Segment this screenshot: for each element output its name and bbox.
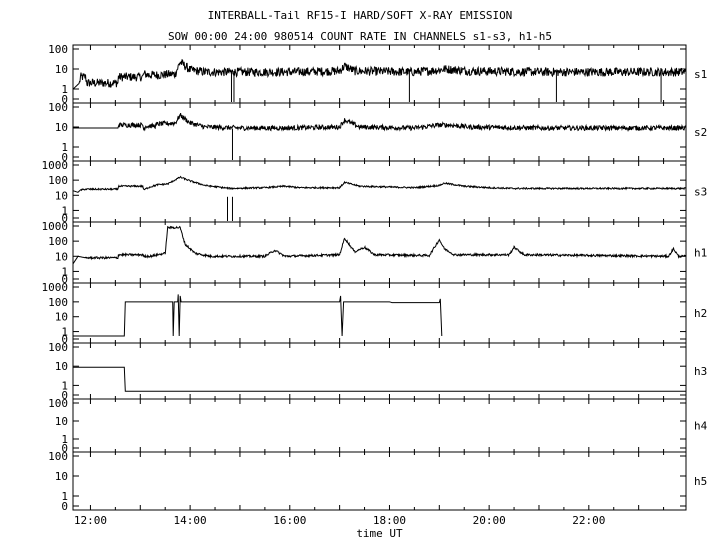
x-tick-label: 20:00 xyxy=(473,514,506,527)
y-tick-label-h1: 1000 xyxy=(42,220,69,233)
channel-label-s3: s3 xyxy=(694,186,707,199)
series-line-h1 xyxy=(72,225,687,265)
y-tick-label-s2: 0 xyxy=(61,151,68,164)
y-tick-label-h2: 1000 xyxy=(42,281,69,294)
y-tick-label-h2: 0 xyxy=(61,333,68,346)
channel-label-s2: s2 xyxy=(694,126,707,139)
y-tick-label-h5: 0 xyxy=(61,500,68,513)
y-tick-label-h5: 1 xyxy=(61,490,68,503)
y-tick-label-h1: 10 xyxy=(55,250,68,263)
y-tick-label-h4: 10 xyxy=(55,415,68,428)
y-tick-label-s1: 100 xyxy=(48,43,68,56)
x-axis-label: time UT xyxy=(356,527,403,540)
panel-frame-h5 xyxy=(72,451,687,511)
y-tick-label-h4: 100 xyxy=(48,397,68,410)
y-tick-label-h2: 100 xyxy=(48,296,68,309)
series-line-s3 xyxy=(72,175,687,193)
channel-label-s1: s1 xyxy=(694,68,707,81)
y-tick-label-h2: 10 xyxy=(55,311,68,324)
panel-frame-h4 xyxy=(72,398,687,453)
channel-label-h4: h4 xyxy=(694,420,708,433)
x-tick-label: 16:00 xyxy=(273,514,306,527)
x-tick-label: 12:00 xyxy=(74,514,107,527)
y-tick-label-h3: 100 xyxy=(48,341,68,354)
y-tick-label-h1: 100 xyxy=(48,235,68,248)
y-tick-label-h5: 10 xyxy=(55,470,68,483)
y-tick-label-h3: 0 xyxy=(61,389,68,402)
panel-frame-s2 xyxy=(72,102,687,162)
y-tick-label-s3: 0 xyxy=(61,212,68,225)
series-line-h2 xyxy=(73,294,443,337)
series-line-h3 xyxy=(73,366,686,392)
y-tick-label-s1: 10 xyxy=(55,63,68,76)
channel-label-h2: h2 xyxy=(694,307,707,320)
series-line-s1 xyxy=(72,58,687,90)
channel-label-h5: h5 xyxy=(694,475,707,488)
y-tick-label-h4: 1 xyxy=(61,433,68,446)
y-tick-label-h4: 0 xyxy=(61,442,68,455)
y-tick-label-h2: 1 xyxy=(61,326,68,339)
channel-label-h1: h1 xyxy=(694,247,707,260)
y-tick-label-h1: 0 xyxy=(61,273,68,286)
y-tick-label-s3: 100 xyxy=(48,174,68,187)
panel-frame-s3 xyxy=(72,160,687,223)
chart-subtitle: SOW 00:00 24:00 980514 COUNT RATE IN CHA… xyxy=(167,30,553,43)
y-tick-label-s2: 10 xyxy=(55,121,68,134)
series-line-s2 xyxy=(73,113,687,132)
y-tick-label-s1: 1 xyxy=(61,83,68,96)
y-tick-label-h3: 10 xyxy=(55,360,68,373)
y-tick-label-s2: 100 xyxy=(48,101,68,114)
channel-label-h3: h3 xyxy=(694,365,707,378)
chart-title: INTERBALL-Tail RF15-I HARD/SOFT X-RAY EM… xyxy=(207,9,513,22)
panel-frame-h3 xyxy=(72,342,687,400)
x-tick-label: 18:00 xyxy=(373,514,406,527)
y-tick-label-s3: 10 xyxy=(55,189,68,202)
y-tick-label-s2: 1 xyxy=(61,141,68,154)
y-tick-label-h3: 1 xyxy=(61,379,68,392)
x-tick-label: 22:00 xyxy=(572,514,605,527)
x-tick-label: 14:00 xyxy=(174,514,207,527)
y-tick-label-s3: 1000 xyxy=(42,159,69,172)
panel-frame-h2 xyxy=(72,282,687,344)
y-tick-label-h5: 100 xyxy=(48,450,68,463)
y-tick-label-s1: 0 xyxy=(61,93,68,106)
y-tick-label-s3: 1 xyxy=(61,204,68,217)
y-tick-label-h1: 1 xyxy=(61,265,68,278)
